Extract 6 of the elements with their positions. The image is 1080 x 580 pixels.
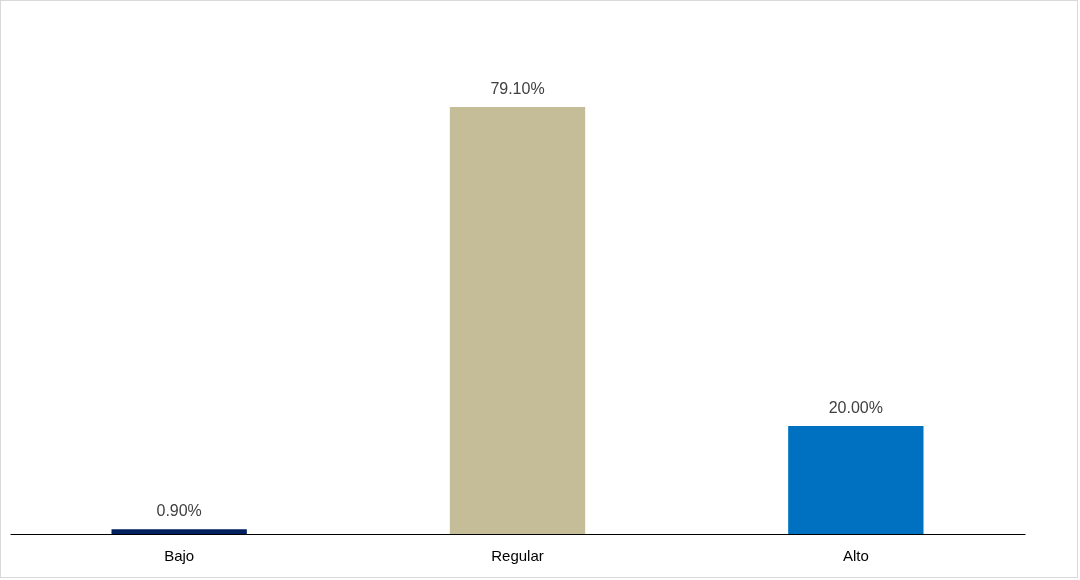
data-label: 0.90% xyxy=(156,502,202,520)
x-tick-label: Alto xyxy=(842,546,869,564)
data-label: 79.10% xyxy=(490,80,545,97)
x-tick-label: Regular xyxy=(491,546,544,564)
x-tick-label: Bajo xyxy=(164,546,195,564)
data-label: 20.00% xyxy=(828,399,883,417)
